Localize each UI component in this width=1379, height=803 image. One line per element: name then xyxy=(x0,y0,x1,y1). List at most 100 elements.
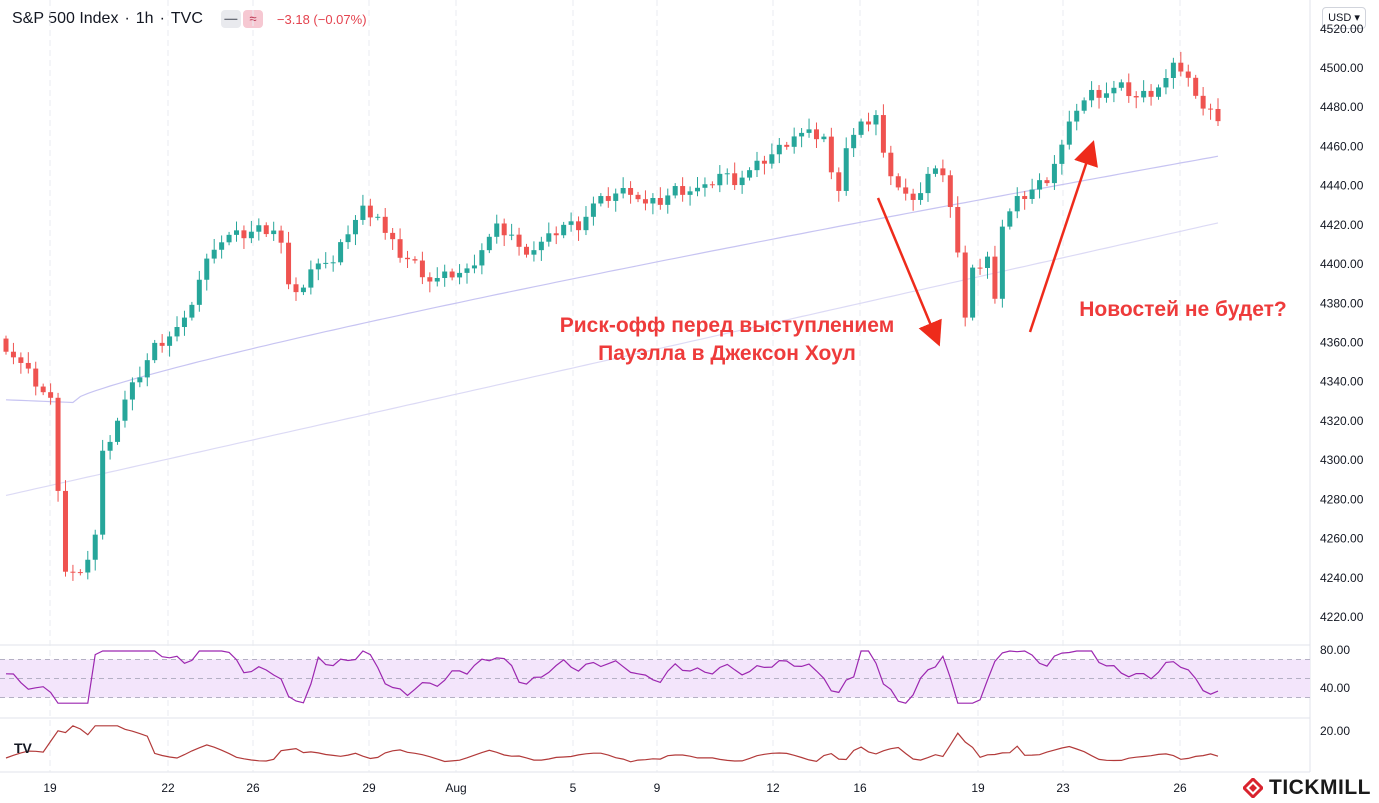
candle xyxy=(717,165,723,193)
candle xyxy=(397,228,403,263)
x-tick-label: 19 xyxy=(971,781,985,795)
candle-body xyxy=(345,234,351,243)
candle-body xyxy=(784,144,790,147)
candle-body xyxy=(464,268,470,273)
wave-style-icon[interactable]: ≈ xyxy=(242,10,263,28)
candle xyxy=(278,225,284,254)
candle-body xyxy=(1089,89,1095,101)
candle-body xyxy=(880,115,886,153)
candle-body xyxy=(568,221,574,225)
candle xyxy=(174,316,180,342)
candle xyxy=(330,255,336,272)
candle-body xyxy=(352,219,358,235)
candle-body xyxy=(583,216,589,231)
candle-body xyxy=(992,256,998,299)
candle-body xyxy=(1111,87,1117,94)
candle-body xyxy=(687,191,693,195)
candle-body xyxy=(442,271,448,278)
candle xyxy=(620,177,626,199)
candle xyxy=(48,383,54,405)
candle xyxy=(970,264,976,321)
candle xyxy=(635,191,641,203)
candle-body xyxy=(144,360,150,378)
candle-body xyxy=(457,272,463,278)
symbol-name[interactable]: S&P 500 Index xyxy=(12,10,119,27)
tradingview-logo[interactable]: TV xyxy=(14,740,32,756)
candle xyxy=(992,245,998,304)
header-dot-1: · xyxy=(124,10,130,27)
candle-body xyxy=(977,267,983,269)
candle-body xyxy=(1044,180,1050,184)
candle xyxy=(211,238,217,264)
y-tick-label: 4420.00 xyxy=(1320,218,1364,232)
y-tick-label: 4460.00 xyxy=(1320,139,1364,153)
candle-body xyxy=(739,177,745,186)
candle xyxy=(561,221,567,239)
chart-style-pill[interactable]: — ≈ xyxy=(220,10,263,28)
candle xyxy=(546,222,552,247)
candle-body xyxy=(1074,110,1080,122)
moving-average-slow xyxy=(5,222,1219,496)
candle xyxy=(92,529,98,571)
candle-body xyxy=(1208,108,1214,110)
candle-body xyxy=(412,259,418,261)
y-tick-label: 4300.00 xyxy=(1320,453,1364,467)
candle xyxy=(665,188,671,214)
candle xyxy=(873,110,879,136)
candle xyxy=(1185,64,1191,87)
y-tick-label: 4320.00 xyxy=(1320,414,1364,428)
candle-body xyxy=(590,203,596,217)
candle-body xyxy=(1037,180,1043,190)
x-tick-label: 5 xyxy=(570,781,577,795)
candle xyxy=(791,127,797,154)
currency-button[interactable]: USD ▾ xyxy=(1322,7,1366,29)
chart-header: S&P 500 Index · 1h · TVC — ≈ −3.18 (−0.0… xyxy=(12,9,367,29)
candle xyxy=(1066,110,1072,150)
candle xyxy=(181,310,187,336)
candle xyxy=(1148,84,1154,106)
candle xyxy=(1014,187,1020,219)
candle xyxy=(1208,103,1214,120)
candle-body xyxy=(1156,87,1162,97)
candle-body xyxy=(486,236,492,251)
candle-body xyxy=(471,265,477,269)
candle-body xyxy=(538,241,544,251)
candle-body xyxy=(836,172,842,191)
candle xyxy=(1103,82,1109,103)
candle xyxy=(799,127,805,148)
candle xyxy=(449,268,455,281)
candle xyxy=(338,239,344,266)
candle xyxy=(85,550,91,580)
candle-body xyxy=(1014,196,1020,212)
candle-body xyxy=(40,386,46,393)
candle xyxy=(650,193,656,215)
candle-body xyxy=(174,327,180,337)
candle-body xyxy=(858,121,864,135)
candle xyxy=(538,236,544,261)
interval-label[interactable]: 1h xyxy=(135,10,154,27)
candle xyxy=(866,112,872,132)
tickmill-brand: TICKMILL xyxy=(1243,774,1371,802)
candle-body xyxy=(702,184,708,188)
line-style-icon[interactable]: — xyxy=(220,10,241,28)
annotation-risk-off-line2: Пауэлла в Джексон Хоул xyxy=(598,342,856,365)
candle xyxy=(345,225,351,249)
candle-body xyxy=(724,173,730,175)
candle xyxy=(1022,191,1028,210)
candle xyxy=(412,256,418,264)
candle-body xyxy=(293,284,299,293)
candle xyxy=(62,480,68,577)
candle-body xyxy=(10,351,16,358)
candle-body xyxy=(509,234,515,236)
candle-body xyxy=(1059,144,1065,164)
candle-body xyxy=(397,239,403,258)
candle-body xyxy=(866,121,872,125)
candle xyxy=(25,352,31,374)
candle xyxy=(70,564,76,581)
candle-body xyxy=(1200,95,1206,109)
candle xyxy=(248,220,254,244)
candle xyxy=(234,221,240,242)
candle-body xyxy=(300,287,306,293)
y-tick-label: 4220.00 xyxy=(1320,610,1364,624)
